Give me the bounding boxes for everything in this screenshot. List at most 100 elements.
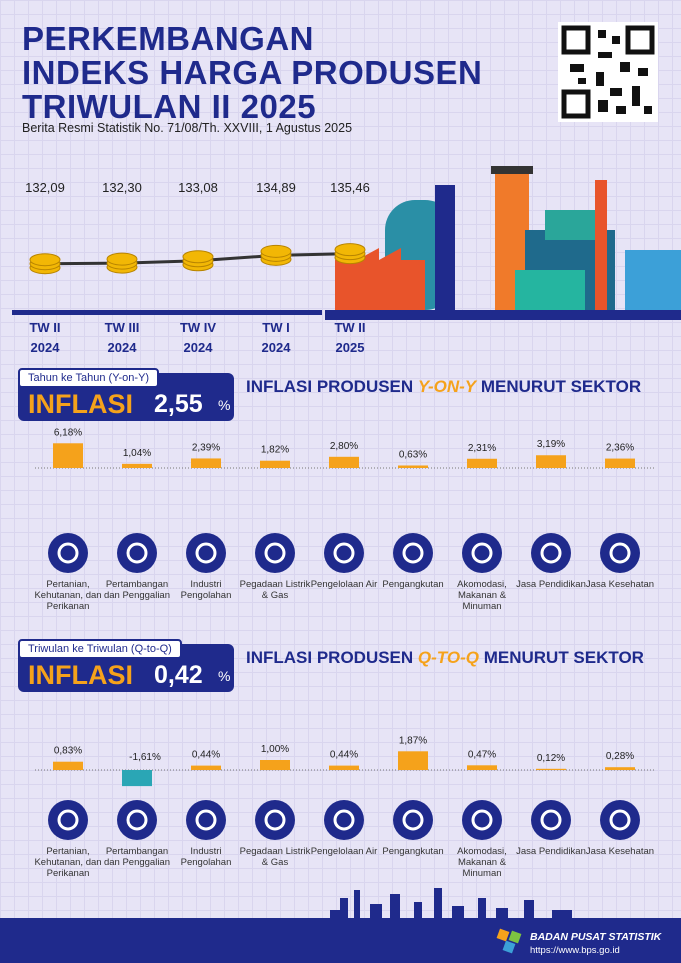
box-word: INFLASI [28,389,133,419]
bar [329,765,359,770]
value-label: 135,46 [330,180,370,195]
x-tick-label: TW IV [180,320,216,335]
bar [191,765,221,770]
heading-highlight: Q-TO-Q [417,648,479,667]
x-tick-label: 2024 [184,340,214,355]
sector-icon-detail [57,542,79,564]
box-value: 2,55 [154,390,203,418]
sector-icon [186,800,226,840]
sector-icon-detail [402,542,424,564]
sector-icon [117,533,157,573]
bar [605,767,635,770]
x-tick-label: 2024 [31,340,61,355]
caption: Tahun ke Tahun (Y-on-Y) [18,368,160,388]
sector-icon [48,800,88,840]
value-label: 1,82% [261,445,289,456]
sector-icon [255,800,295,840]
value-label: -1,61% [129,752,161,763]
qtq-chart: 0,83% -1,61% 0,44% 1,00% 0,44% 1,87% 0,47% 0,12… [35,735,655,840]
sector-icon-detail [264,809,286,831]
value-label: 132,09 [25,180,65,195]
box-unit: % [218,397,231,413]
qr-code [558,22,658,122]
sector-icon-detail [609,809,631,831]
sector-label: Pengelolaan Air [310,579,378,590]
value-label: 2,31% [468,443,496,454]
sector-icon [324,800,364,840]
bps-logo [496,928,522,954]
sector-icon-detail [333,542,355,564]
sector-label: Jasa Pendidikan [516,579,586,590]
bar [536,768,566,770]
x-tick-label: 2025 [336,340,365,355]
sector-icon [600,533,640,573]
value-label: 0,28% [606,751,634,762]
sector-icon-detail [126,542,148,564]
x-tick-label: TW II [334,320,365,335]
coin [29,253,61,267]
sector-icon-detail [57,809,79,831]
sector-label: Akomodasi, Makanan & Minuman [457,579,507,612]
value-label: 1,00% [261,744,289,755]
sector-icon [48,533,88,573]
factory-illustration [325,166,681,320]
caption: Triwulan ke Triwulan (Q-to-Q) [18,639,182,659]
bar [605,458,635,468]
city-skyline [330,888,572,920]
value-label: 2,36% [606,443,634,454]
heading-text: MENURUT SEKTOR [478,648,644,667]
value-label: 0,47% [468,749,496,760]
title: INDEKS HARGA PRODUSEN [22,54,483,91]
bar [329,456,359,468]
sector-label: Pengelolaan Air [310,846,378,857]
sector-icon-detail [471,542,493,564]
sector-icon-detail [540,542,562,564]
heading-highlight: Y-ON-Y [417,377,477,396]
sector-icon [531,800,571,840]
bar [536,455,566,468]
sector-icon [531,533,571,573]
sector-label: Jasa Pendidikan [516,846,586,857]
sector-icon-detail [471,809,493,831]
sector-label: Pengangkutan [382,579,444,590]
subtitle: Berita Resmi Statistik No. 71/08/Th. XXV… [22,121,353,135]
sector-label: Pegadaan Listrik & Gas [239,579,311,601]
sector-icon [324,533,364,573]
value-label: 132,30 [102,180,142,195]
qtq-box: Triwulan ke Triwulan (Q-to-Q) INFLASI 0,… [18,639,234,692]
title: TRIWULAN II 2025 [22,88,317,125]
sector-icon [393,533,433,573]
yoy-box: Tahun ke Tahun (Y-on-Y) INFLASI 2,55 % [18,368,234,421]
sector-icon [186,533,226,573]
x-tick-label: TW II [29,320,60,335]
bar [191,458,221,468]
org-name: BADAN PUSAT STATISTIK [530,931,662,943]
sector-icon [255,533,295,573]
value-label: 0,83% [54,746,82,757]
section-heading: INFLASI PRODUSEN Q-TO-Q MENURUT SEKTOR [246,648,644,668]
sector-icon [117,800,157,840]
section-heading: INFLASI PRODUSEN Y-ON-Y MENURUT SEKTOR [246,377,641,397]
value-label: 0,44% [192,750,220,761]
x-tick-label: TW III [105,320,140,335]
value-label: 0,12% [537,753,565,764]
sector-label: Pertambangan dan Penggalian [103,846,171,868]
sector-icon-detail [402,809,424,831]
sector-icon-detail [609,542,631,564]
title: PERKEMBANGAN [22,20,315,57]
value-label: 0,44% [330,750,358,761]
box-word: INFLASI [28,660,133,690]
sector-icon [462,800,502,840]
bar [467,458,497,468]
sector-icon [393,800,433,840]
sector-icon [462,533,502,573]
x-tick-label: 2024 [262,340,292,355]
bar [53,443,83,468]
value-label: 3,19% [537,439,565,450]
value-label: 1,04% [123,448,151,459]
value-label: 6,18% [54,427,82,438]
coin [260,244,292,258]
index-chart: 132,09 TW II 2024 132,30 TW III 2024 133,08 TW … [25,180,370,355]
value-label: 1,87% [399,735,427,746]
